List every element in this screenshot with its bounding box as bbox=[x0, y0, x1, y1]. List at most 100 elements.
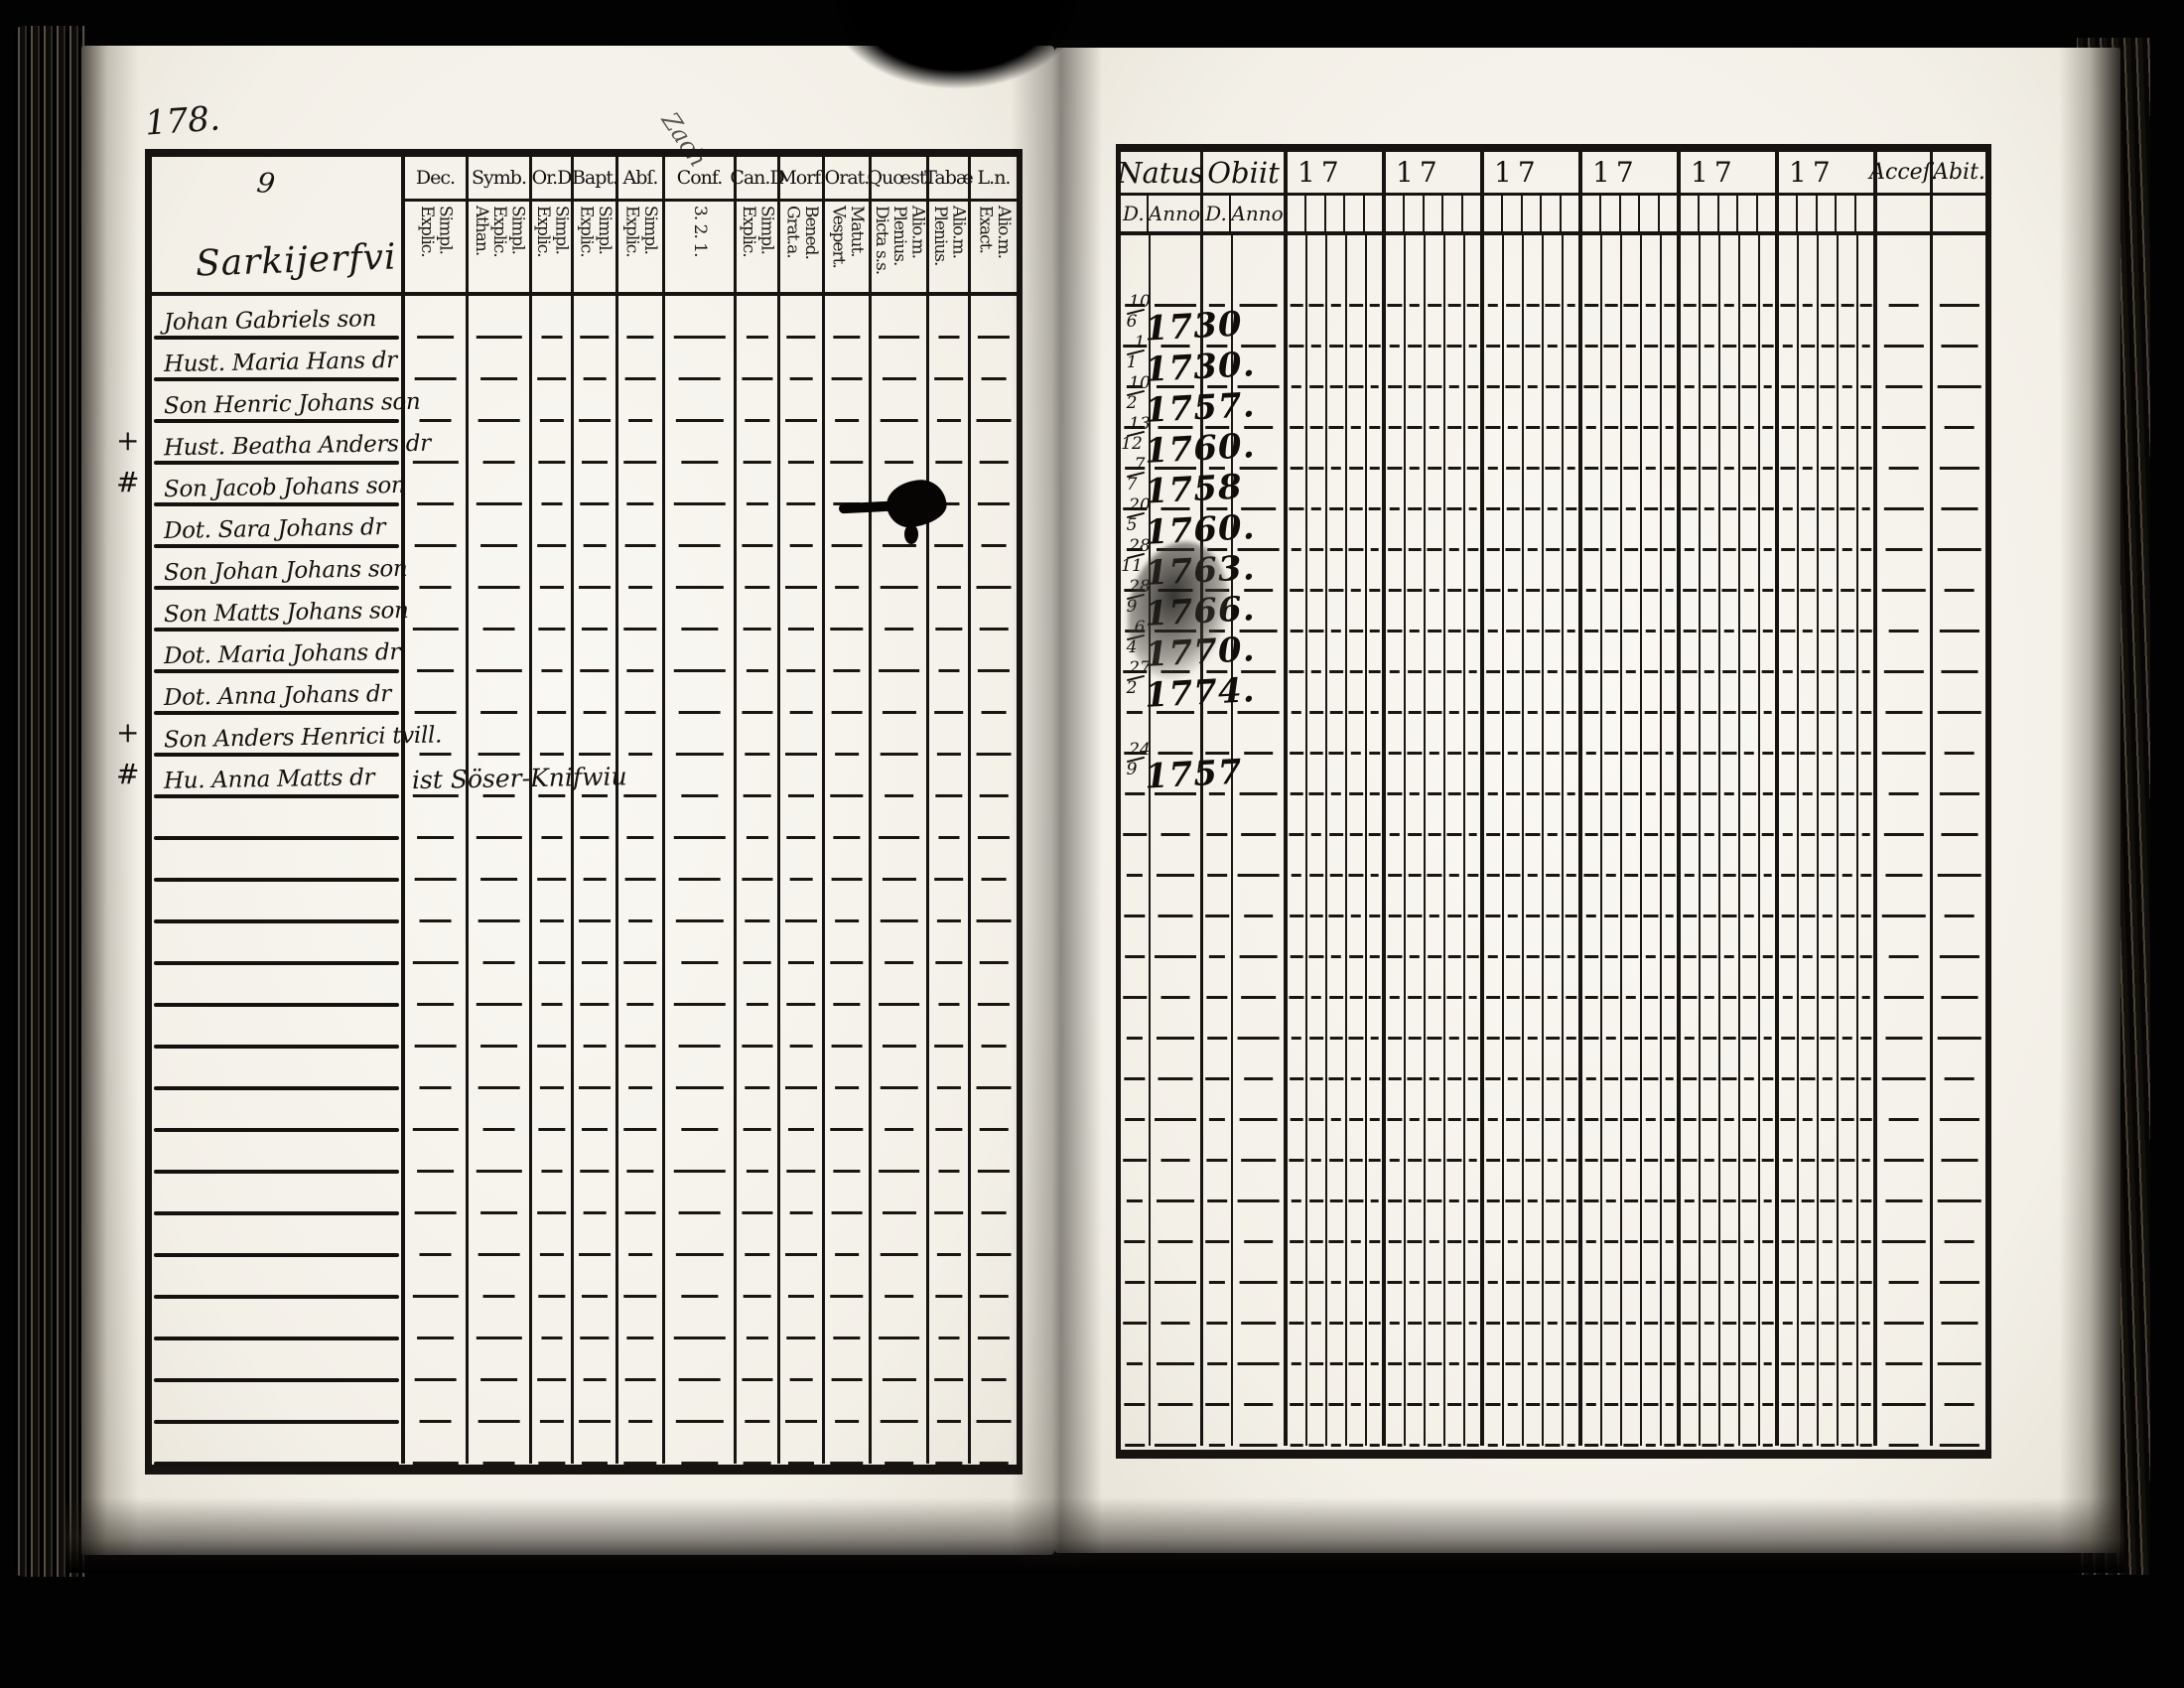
grid-cell bbox=[574, 546, 618, 589]
row-dash bbox=[1205, 752, 1229, 755]
grid-cell bbox=[1779, 306, 1799, 348]
grid-cell bbox=[1642, 550, 1662, 592]
grid-cell bbox=[1327, 1161, 1347, 1202]
grid-cell bbox=[780, 671, 825, 714]
grid-cell bbox=[1760, 672, 1779, 714]
row-dash bbox=[934, 461, 963, 464]
row-dash bbox=[1309, 589, 1323, 592]
natus-year: 1730. bbox=[1144, 345, 1257, 390]
row-dash bbox=[678, 1211, 721, 1214]
grid-cell bbox=[1504, 1364, 1524, 1406]
row-dash bbox=[789, 1045, 813, 1048]
grid-cell bbox=[665, 1005, 737, 1048]
grid-cell bbox=[1327, 235, 1347, 307]
header-subcell bbox=[1700, 196, 1719, 231]
grid-cell bbox=[469, 1005, 532, 1048]
row-dash bbox=[539, 1420, 564, 1423]
ledger-row bbox=[152, 1005, 1017, 1049]
row-dash bbox=[1448, 548, 1460, 551]
grid-cell bbox=[1465, 347, 1484, 388]
day-numerator: 13 bbox=[1129, 414, 1151, 434]
grid-cell bbox=[618, 1005, 665, 1048]
row-dash bbox=[680, 1462, 719, 1465]
grid-cell bbox=[1151, 957, 1203, 999]
row-dash bbox=[680, 961, 719, 964]
row-dash bbox=[1741, 711, 1757, 714]
grid-cell bbox=[1582, 794, 1602, 836]
grid-cell bbox=[1602, 754, 1622, 795]
ledger-row bbox=[1121, 1039, 1985, 1080]
grid-cell bbox=[1858, 347, 1877, 388]
natus-year: 1730 bbox=[1144, 304, 1244, 350]
grid-cell bbox=[1484, 509, 1504, 551]
row-dash bbox=[1683, 426, 1697, 429]
name-cell: Son Matts Johans son bbox=[152, 588, 409, 632]
grid-cell bbox=[405, 1297, 469, 1339]
grid-cell bbox=[1426, 1405, 1445, 1447]
column-subtext: Plenius. Alio.m. bbox=[929, 202, 968, 292]
grid-cell bbox=[872, 630, 929, 672]
row-dash bbox=[1507, 589, 1519, 592]
grid-cell bbox=[1484, 876, 1504, 917]
header-label: 17 bbox=[1681, 152, 1775, 196]
row-dash bbox=[419, 586, 452, 589]
grid-cell bbox=[1233, 428, 1288, 470]
row-dash bbox=[833, 1336, 861, 1339]
grid-cell bbox=[1582, 835, 1602, 877]
row-dash bbox=[673, 336, 726, 339]
grid-cell bbox=[1779, 1201, 1799, 1243]
grid-cell bbox=[1720, 591, 1740, 633]
row-dash bbox=[412, 1128, 459, 1131]
grid-cell bbox=[1386, 428, 1406, 470]
row-dash bbox=[1506, 345, 1520, 348]
row-dash bbox=[933, 878, 964, 881]
column-label: Abſ. bbox=[618, 157, 662, 202]
row-dash bbox=[786, 336, 816, 339]
ledger-row bbox=[1121, 1079, 1985, 1121]
grid-cell bbox=[1121, 1242, 1151, 1284]
grid-cell bbox=[1347, 1120, 1367, 1162]
grid-cell bbox=[1406, 632, 1426, 673]
grid-cell bbox=[1524, 1161, 1544, 1202]
row-dash bbox=[580, 1170, 610, 1173]
row-dash bbox=[1722, 385, 1736, 388]
row-dash bbox=[1370, 548, 1379, 551]
grid-cell bbox=[1799, 509, 1819, 551]
row-dash bbox=[1781, 589, 1795, 592]
ledger-row: Son Matts Johans son bbox=[152, 588, 1017, 632]
row-dash bbox=[1565, 670, 1577, 673]
grid-cell bbox=[618, 671, 665, 714]
grid-cell bbox=[1564, 1324, 1582, 1365]
header-subcell bbox=[1386, 196, 1406, 231]
grid-cell bbox=[1307, 387, 1327, 429]
grid-cell bbox=[1233, 347, 1288, 388]
row-dash bbox=[1781, 548, 1795, 551]
grid-cell bbox=[405, 1005, 469, 1048]
grid-cell bbox=[1602, 1242, 1622, 1284]
grid-cell bbox=[1760, 876, 1779, 917]
grid-cell bbox=[1327, 347, 1347, 388]
grid-cell bbox=[1681, 1324, 1701, 1365]
grid-cell bbox=[1681, 591, 1701, 633]
header-subcell bbox=[1542, 196, 1562, 231]
row-dash bbox=[1308, 467, 1324, 470]
grid-cell bbox=[1602, 428, 1622, 470]
column-header-bapt: Bapt. Explic. Simpl. bbox=[572, 157, 618, 292]
grid-cell bbox=[1367, 235, 1386, 307]
row-dash bbox=[478, 419, 520, 422]
grid-cell bbox=[1933, 1364, 1985, 1406]
column-subtext-line: Explic. bbox=[739, 206, 758, 257]
grid-cell bbox=[532, 880, 574, 922]
grid-cell bbox=[1819, 235, 1839, 307]
grid-cell bbox=[405, 630, 469, 672]
grid-cell bbox=[825, 796, 872, 839]
grid-cell bbox=[1426, 754, 1445, 795]
grid-cell bbox=[1877, 1364, 1933, 1406]
grid-cell bbox=[1779, 509, 1799, 551]
grid-cell bbox=[618, 463, 665, 505]
header-group-17: 17 bbox=[1582, 152, 1681, 231]
grid-cell bbox=[1602, 347, 1622, 388]
grid-cell bbox=[1662, 1079, 1681, 1121]
row-dash bbox=[1388, 426, 1402, 429]
row-dash bbox=[1368, 345, 1381, 348]
